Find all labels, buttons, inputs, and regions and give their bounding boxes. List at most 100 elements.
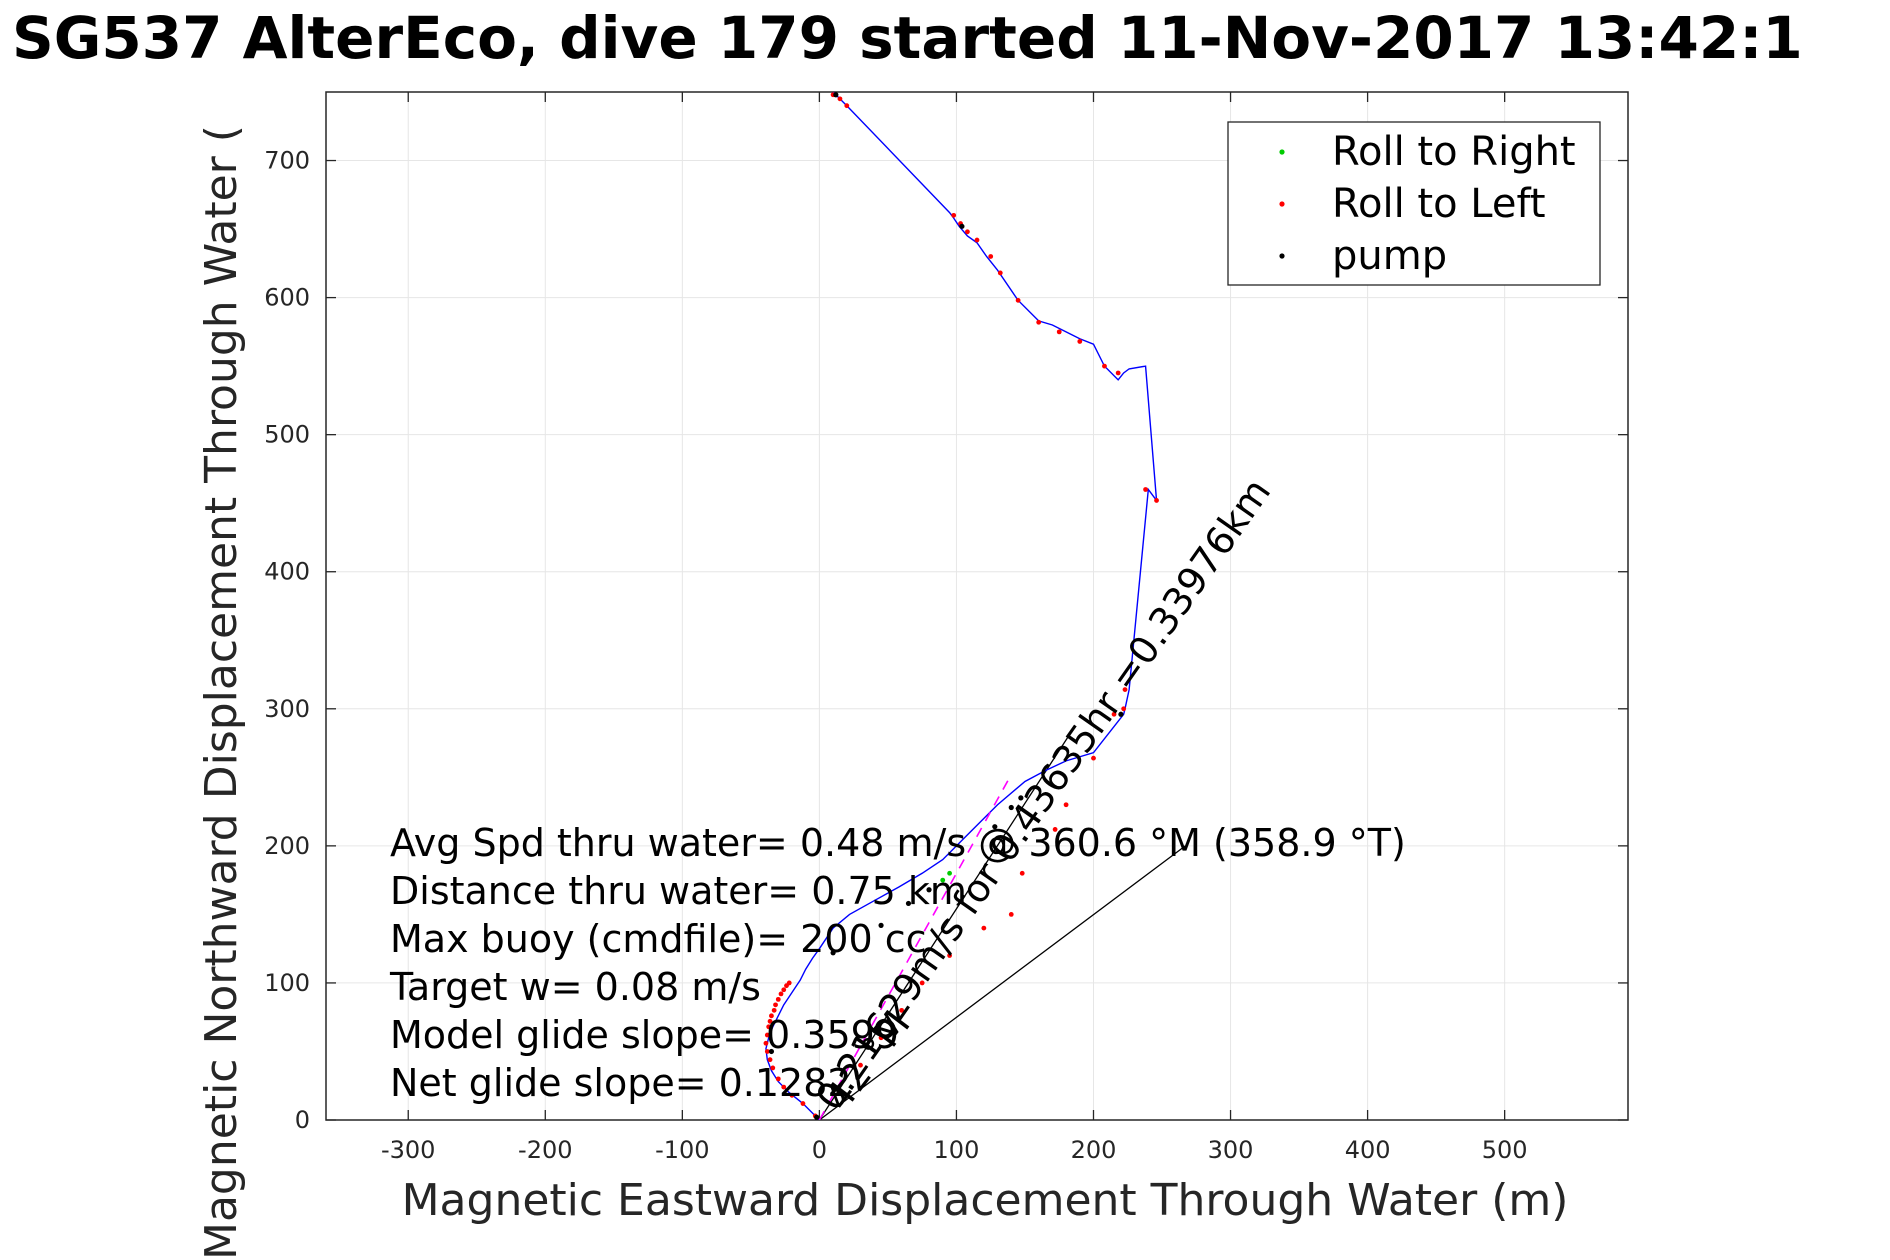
y-axis-label: Magnetic Northward Displacement Through … (196, 125, 247, 1260)
point-pump (833, 92, 839, 98)
axes (325, 91, 1629, 1121)
x-tick-label: -100 (655, 1136, 709, 1164)
y-tick-label: 100 (264, 969, 310, 997)
point-roll-to-left (767, 1018, 773, 1024)
y-tick-label: 0 (295, 1106, 310, 1134)
point-roll-to-left (789, 1092, 795, 1098)
point-roll-to-left (1102, 363, 1107, 369)
point-roll-to-left (775, 996, 781, 1002)
x-tick-label: 200 (1071, 1136, 1117, 1164)
x-tick-label: -300 (381, 1136, 435, 1164)
y-tick-label: 200 (264, 832, 310, 860)
annotation-line: Distance thru water= 0.75 km (390, 869, 967, 913)
x-tick-label: -200 (518, 1136, 572, 1164)
point-roll-to-left (1015, 297, 1021, 303)
point-roll-to-left (1036, 319, 1042, 325)
plot-clip-group (763, 92, 1186, 1120)
legend-marker (1279, 149, 1285, 155)
point-roll-to-left (763, 1040, 769, 1046)
point-pump (1008, 804, 1014, 811)
point-roll-to-left (899, 1007, 905, 1013)
point-roll-to-left (1154, 498, 1159, 503)
annotation-line: Max buoy (cmdfile)= 200 cc (390, 917, 927, 961)
point-roll-to-left (837, 1090, 843, 1095)
point-roll-to-left (965, 229, 970, 235)
point-pump (878, 922, 884, 928)
point-roll-to-left (1052, 827, 1058, 832)
point-roll-to-left (1122, 687, 1128, 693)
y-tick-label: 400 (264, 558, 310, 586)
point-roll-to-left (1121, 706, 1127, 712)
annotation-line: Avg Spd thru water= 0.48 m/s @ 360.6 °M … (390, 821, 1406, 865)
annotation-block: Avg Spd thru water= 0.48 m/s @ 360.6 °M … (389, 821, 1406, 1105)
y-tick-label: 300 (264, 695, 310, 723)
point-pump (768, 1048, 775, 1055)
point-pump (992, 824, 998, 830)
legend-marker (1279, 201, 1285, 207)
point-pump (830, 950, 836, 956)
x-tick-label: 0 (812, 1136, 827, 1164)
point-roll-to-left (974, 237, 980, 243)
track-line (765, 92, 1158, 1120)
point-roll-to-left (947, 953, 952, 958)
heading-dashed-line (818, 774, 1012, 1120)
point-roll-to-left (769, 1013, 774, 1019)
point-roll-to-left (1008, 912, 1014, 917)
point-roll-to-right (947, 870, 952, 876)
legend: Roll to Right Roll to Left pump (1227, 121, 1601, 286)
axes-box (325, 91, 1629, 1121)
reference-line (818, 729, 1074, 1120)
point-pump (814, 1114, 820, 1120)
point-pump (926, 887, 932, 893)
annotation-line: Net glide slope= 0.1282 (390, 1061, 852, 1105)
point-roll-to-left (844, 103, 850, 109)
x-tick-label: 300 (1208, 1136, 1254, 1164)
point-roll-to-left (771, 1007, 777, 1013)
point-pump (905, 900, 912, 907)
point-roll-to-left (1063, 802, 1069, 808)
point-roll-to-left (781, 1084, 787, 1090)
point-pump (1118, 711, 1124, 717)
point-roll-to-left (1143, 487, 1148, 492)
y-tick-labels: 0 100 200 300 400 500 600 700 (264, 147, 310, 1134)
point-roll-to-left (837, 96, 843, 102)
point-roll-to-left (981, 925, 987, 931)
legend-label: Roll to Left (1332, 181, 1546, 227)
point-roll-to-left (786, 980, 792, 986)
point-roll-to-left (767, 1057, 773, 1063)
x-axis-label: Magnetic Eastward Displacement Through W… (402, 1175, 1569, 1226)
point-roll-to-left (781, 987, 787, 993)
legend-marker (1279, 253, 1285, 259)
point-roll-to-left (1056, 329, 1062, 335)
y-tick-label: 500 (264, 421, 310, 449)
point-roll-to-left (770, 1065, 776, 1071)
point-roll-to-left (988, 254, 994, 259)
plot-area (763, 92, 1186, 1120)
point-roll-to-left (919, 980, 925, 986)
point-pump (959, 223, 965, 229)
y-tick-label: 600 (264, 284, 310, 312)
point-roll-to-left (800, 1101, 806, 1106)
point-roll-to-left (1091, 755, 1096, 761)
chart-title: SG537 AlterEco, dive 179 started 11-Nov-… (12, 4, 1803, 72)
point-roll-to-left (997, 270, 1003, 276)
point-roll-to-left (775, 1076, 781, 1082)
x-tick-label: 100 (934, 1136, 980, 1164)
point-roll-to-left (764, 1032, 770, 1038)
point-pump (1018, 795, 1024, 801)
legend-box (1227, 121, 1601, 286)
point-roll-to-left (1111, 711, 1117, 717)
point-roll-to-right (940, 877, 946, 883)
annotation-line: Model glide slope= 0.3599 (390, 1013, 899, 1057)
annotation-line: Target w= 0.08 m/s (389, 965, 761, 1009)
legend-label: Roll to Right (1332, 129, 1576, 175)
point-roll-to-left (1019, 870, 1025, 876)
point-roll-to-left (858, 1062, 863, 1068)
x-tick-labels: -300 -200 -100 0 100 200 300 400 500 (381, 1136, 1528, 1164)
y-tick-label: 700 (264, 147, 310, 175)
point-roll-to-left (773, 1002, 778, 1008)
point-roll-to-left (1115, 370, 1121, 376)
point-roll-to-left (778, 991, 784, 997)
legend-label: pump (1332, 233, 1447, 279)
